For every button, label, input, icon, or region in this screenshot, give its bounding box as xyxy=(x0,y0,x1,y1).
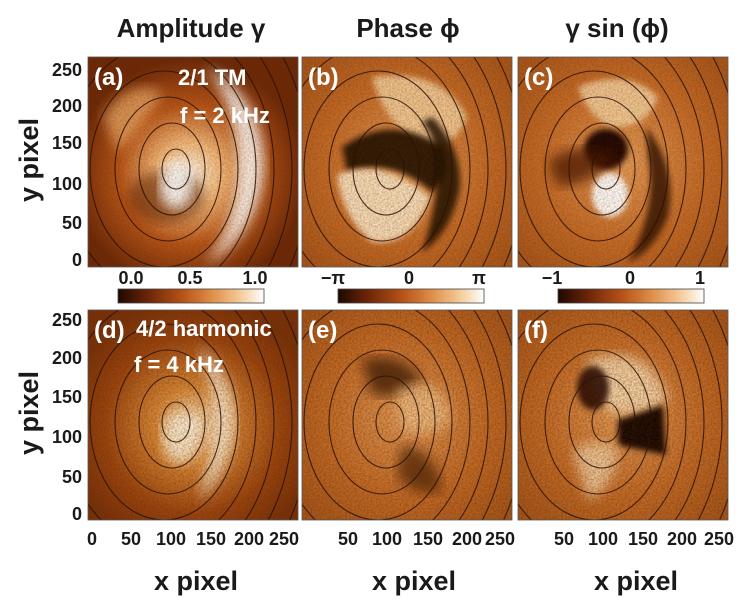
panel-label-c: (c) xyxy=(524,64,553,91)
colorbar-tick-label: −π xyxy=(321,268,346,288)
panel-a: (a) 2/1 TM f = 2 kHz xyxy=(87,56,299,268)
colorbar-tick-label: 1 xyxy=(695,268,705,288)
y-tick-label: 150 xyxy=(52,387,82,407)
x-tick-label: 50 xyxy=(121,529,141,549)
colorbar-gamma-sin-phi: −1 0 1 xyxy=(542,268,705,304)
y-tick-label: 50 xyxy=(62,213,82,233)
x-tick-label: 150 xyxy=(628,529,658,549)
y-tick-label: 200 xyxy=(52,348,82,368)
y-tick-labels-top: 250 200 150 100 50 0 xyxy=(52,60,82,270)
colorbar-tick-label: 0.0 xyxy=(118,268,143,288)
panel-a-annotation-frequency: f = 2 kHz xyxy=(180,103,270,128)
panel-label-a: (a) xyxy=(94,64,123,91)
x-tick-label: 200 xyxy=(234,529,264,549)
panel-label-e: (e) xyxy=(308,317,337,344)
panel-d-annotation-mode: 4/2 harmonic xyxy=(136,316,272,341)
colorbar-phase: −π 0 π xyxy=(321,268,486,304)
x-tick-labels-c: 50 100 150 200 250 xyxy=(554,529,734,549)
y-axis-label-top: y pixel xyxy=(14,118,44,202)
panel-b: (b) xyxy=(301,56,513,268)
column-title-amplitude: Amplitude γ xyxy=(117,13,266,43)
y-axis-label-bottom: y pixel xyxy=(14,371,44,455)
colorbar-tick-label: 0.5 xyxy=(177,268,202,288)
panel-a-annotation-mode: 2/1 TM xyxy=(178,65,246,90)
y-tick-labels-bottom: 250 200 150 100 50 0 xyxy=(52,310,82,524)
panel-label-d: (d) xyxy=(94,317,125,344)
colorbar-tick-label: π xyxy=(472,268,486,288)
x-tick-label: 0 xyxy=(87,529,97,549)
panel-label-f: (f) xyxy=(524,317,548,344)
x-tick-label: 200 xyxy=(452,529,482,549)
y-tick-label: 0 xyxy=(72,250,82,270)
panel-e: (e) xyxy=(301,309,513,521)
x-axis-label-b: x pixel xyxy=(372,566,456,596)
colorbar-tick-label: 0 xyxy=(625,268,635,288)
y-tick-label: 100 xyxy=(52,174,82,194)
x-tick-labels-b: 50 100 150 200 250 xyxy=(338,529,515,549)
y-tick-label: 200 xyxy=(52,96,82,116)
x-tick-label: 100 xyxy=(372,529,402,549)
colorbar-tick-label: −1 xyxy=(542,268,563,288)
x-tick-label: 100 xyxy=(156,529,186,549)
y-tick-label: 0 xyxy=(72,504,82,524)
y-tick-label: 100 xyxy=(52,427,82,447)
x-tick-label: 50 xyxy=(554,529,574,549)
y-tick-label: 250 xyxy=(52,60,82,80)
x-tick-label: 150 xyxy=(413,529,443,549)
x-tick-label: 100 xyxy=(588,529,618,549)
column-title-gamma-sin-phi: γ sin (ϕ) xyxy=(565,13,668,43)
x-tick-label: 200 xyxy=(667,529,697,549)
x-tick-label: 250 xyxy=(485,529,515,549)
x-tick-label: 150 xyxy=(196,529,226,549)
y-tick-label: 150 xyxy=(52,133,82,153)
x-tick-labels-a: 0 50 100 150 200 250 xyxy=(87,529,299,549)
y-tick-label: 250 xyxy=(52,310,82,330)
colorbar-tick-label: 0 xyxy=(404,268,414,288)
panel-label-b: (b) xyxy=(308,64,339,91)
panel-d: (d) 4/2 harmonic f = 4 kHz xyxy=(87,309,299,521)
x-tick-label: 50 xyxy=(338,529,358,549)
colorbar-tick-label: 1.0 xyxy=(242,268,267,288)
colorbar-amplitude: 0.0 0.5 1.0 xyxy=(117,268,268,304)
x-tick-label: 250 xyxy=(269,529,299,549)
x-tick-label: 250 xyxy=(704,529,734,549)
x-axis-label-a: x pixel xyxy=(154,566,238,596)
panel-c: (c) xyxy=(517,56,729,268)
panel-f: (f) xyxy=(517,309,729,521)
panel-d-annotation-frequency: f = 4 kHz xyxy=(134,352,224,377)
y-tick-label: 50 xyxy=(62,467,82,487)
x-axis-label-c: x pixel xyxy=(594,566,678,596)
column-title-phase: Phase ϕ xyxy=(356,13,459,43)
